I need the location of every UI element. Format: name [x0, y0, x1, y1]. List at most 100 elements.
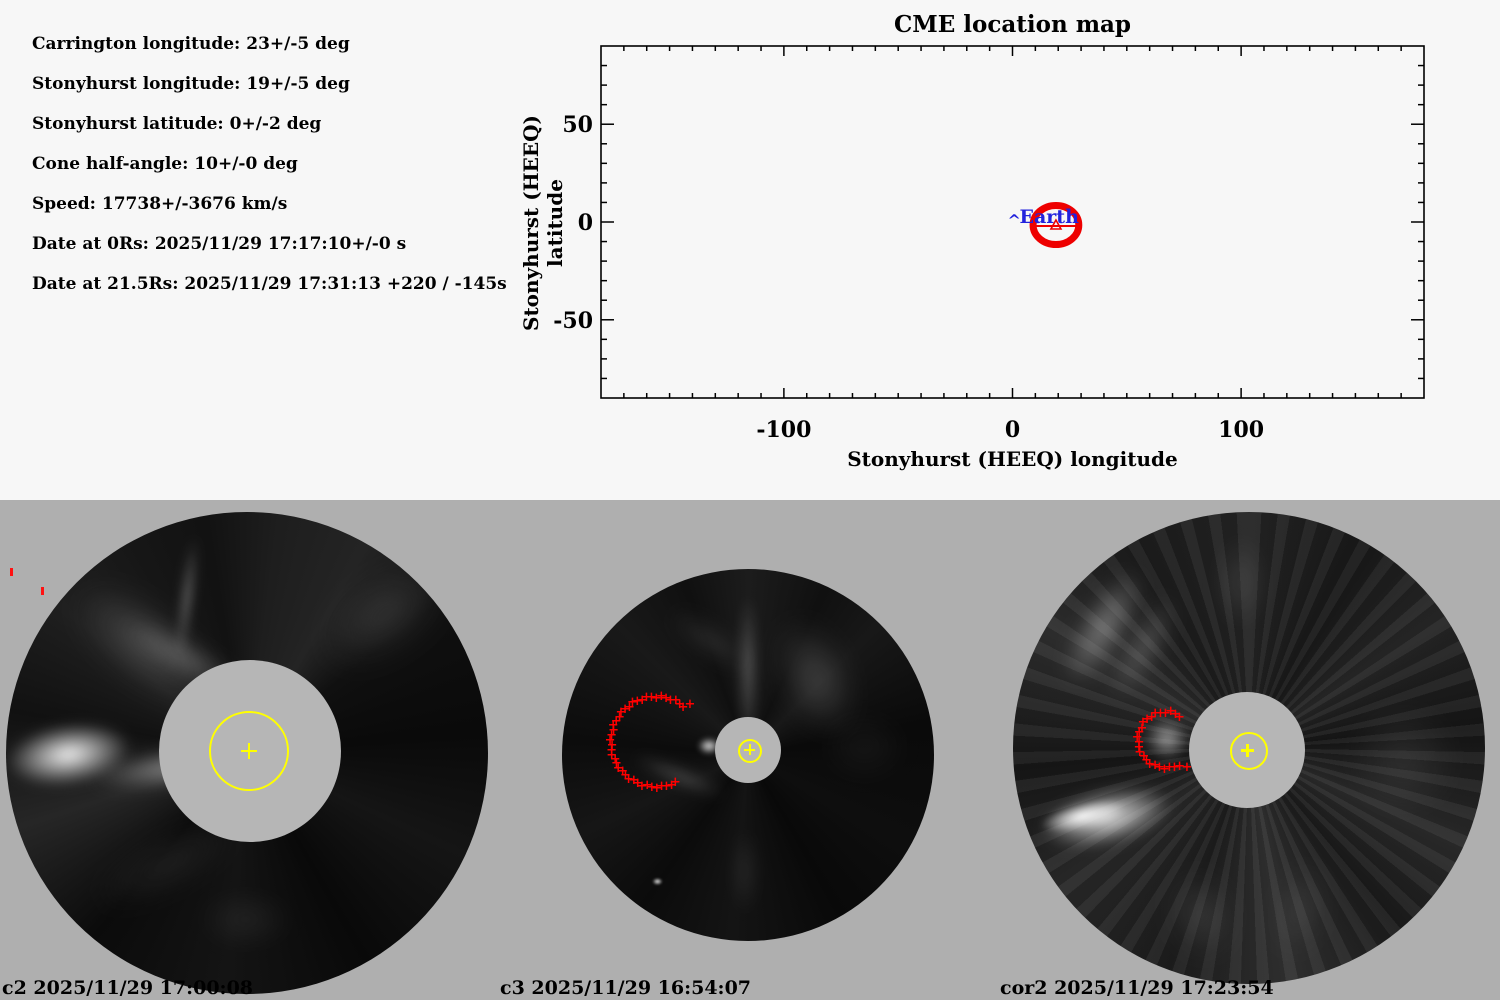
cme-front-arc-mark-c3: + [615, 705, 627, 721]
cme-edge-mark-c3: + [684, 697, 696, 712]
cme-front-arc-mark-cor2: + [1154, 760, 1165, 776]
timestamp-cor2: cor2 2025/11/29 17:23:54 [1000, 977, 1274, 999]
param-stonyhurst-latitude: Stonyhurst latitude: 0+/-2 deg [32, 114, 322, 134]
cme-front-arc-mark-cor2: + [1146, 710, 1158, 726]
cme-front-arc-mark-c3: + [677, 700, 689, 716]
cme-front-arc-mark-cor2: + [1131, 729, 1143, 745]
cme-front-arc-mark-c3: + [655, 689, 667, 705]
cme-map-panel: Carrington longitude: 23+/-5 deg Stonyhu… [32, 11, 1425, 471]
cme-front-arc-mark-c3: + [623, 771, 635, 787]
cme-cone-ellipse [1029, 201, 1083, 249]
cme-front-arc-mark-c3: + [604, 732, 616, 748]
y-tick-label: 50 [562, 112, 593, 138]
cme-front-arc-mark-cor2: + [1174, 709, 1185, 725]
cme-front-arc-mark-cor2: + [1134, 745, 1146, 761]
cme-front-arc-mark-cor2: + [1169, 759, 1180, 775]
x-tick-label: 100 [1218, 417, 1264, 443]
cme-front-arc-mark-c3: + [619, 768, 631, 783]
corona-streak [1208, 520, 1273, 645]
cme-front-arc-mark-c3: + [617, 763, 629, 779]
param-cone-half-angle: Cone half-angle: 10+/-0 deg [32, 154, 298, 174]
corona-streak [1252, 840, 1349, 979]
earth-marker-caret: ^ [1008, 211, 1021, 230]
sun-limb-circle-c3 [738, 739, 762, 763]
cme-front-arc-mark-cor2: + [1169, 706, 1181, 722]
sun-center-cross-c3 [749, 744, 751, 755]
sun-center-cross-cor2 [1246, 744, 1249, 757]
cme-front-arc-mark-c3: + [660, 691, 672, 707]
cme-front-arc-mark-c3: + [624, 699, 635, 715]
cme-front-arc-mark-c3: + [609, 751, 621, 767]
cme-front-arc-mark-c3: + [632, 776, 644, 792]
cme-front-arc-mark-cor2: + [1133, 734, 1145, 750]
corona-streak [280, 521, 488, 708]
corona-streak [181, 887, 311, 952]
cme-front-arc-mark-c3: + [641, 778, 653, 794]
cme-front-arc-mark-c3: + [619, 702, 631, 718]
cme-edge-mark-cor2: + [1181, 760, 1193, 775]
corona-streak [734, 814, 756, 929]
plot-title: CME location map [893, 11, 1132, 38]
cme-front-arc-mark-c3: + [631, 694, 643, 710]
cme-front-arc-mark-c3: + [656, 778, 667, 794]
cme-front-arc-mark-cor2: + [1141, 712, 1153, 728]
cme-front-arc-mark-c3: + [607, 718, 619, 734]
corona-streak [1333, 687, 1473, 832]
cme-parameters-block: Carrington longitude: 23+/-5 deg Stonyhu… [32, 24, 507, 304]
cme-front-arc-mark-cor2: + [1136, 720, 1148, 736]
cme-front-arc-mark-c3: + [661, 778, 672, 794]
corona-streak [807, 704, 922, 789]
cme-front-arc-mark-c3: + [670, 693, 682, 709]
sun-limb-circle-cor2 [1230, 732, 1268, 770]
cme-front-arc-mark-cor2: + [1149, 706, 1161, 722]
cme-front-arc-mark-c3: + [636, 778, 648, 794]
cme-front-arc-mark-cor2: + [1163, 759, 1175, 775]
y-tick-label: -50 [553, 308, 593, 334]
cme-front-arc-mark-c3: + [646, 779, 658, 795]
param-date-0rs: Date at 0Rs: 2025/11/29 17:17:10+/-0 s [32, 234, 407, 254]
sun-center-cross-c2 [248, 743, 250, 759]
param-speed: Speed: 17738+/-3676 km/s [32, 194, 288, 214]
cme-front-arc-mark-cor2: + [1149, 757, 1161, 773]
cme-front-arc-mark-c3: + [606, 742, 618, 758]
cme-front-arc-mark-cor2: + [1144, 757, 1156, 773]
cme-front-arc-mark-cor2: + [1138, 748, 1150, 764]
cme-front-arc-mark-c3: + [666, 778, 677, 794]
timestamp-c3: c3 2025/11/29 16:54:07 [500, 977, 752, 999]
corona-streak [1144, 847, 1257, 982]
cme-front-arc-mark-c3: + [651, 780, 663, 796]
cme-front-arc-mark-c3: + [636, 693, 648, 709]
cme-front-arc-mark-c3: + [665, 693, 676, 709]
cme-front-arc-mark-c3: + [606, 727, 618, 743]
cme-front-arc-mark-cor2: + [1133, 740, 1145, 756]
cme-front-arc-mark-cor2: + [1174, 758, 1186, 774]
cme-front-arc-mark-cor2: + [1159, 761, 1170, 777]
earth-label: Earth [1020, 206, 1080, 228]
x-tick-label: 0 [1005, 417, 1020, 443]
red-overlay-dash-c2 [41, 587, 44, 595]
cme-front-arc-mark-c3: + [640, 690, 652, 705]
cme-front-arc-mark-cor2: + [1155, 705, 1166, 721]
cme-front-arc-mark-cor2: + [1133, 725, 1145, 741]
param-date-21-5rs: Date at 21.5Rs: 2025/11/29 17:31:13 +220… [32, 274, 507, 294]
cme-front-arc-mark-c3: + [606, 737, 618, 753]
cme-location-plot: -100 0 100 -50 0 50 ^Earth [553, 45, 1425, 443]
cme-front-arc-mark-cor2: + [1137, 715, 1149, 731]
y-tick-label: 0 [578, 210, 593, 236]
cme-front-arc-mark-c3: + [628, 772, 640, 788]
cme-front-arc-mark-c3: + [650, 691, 662, 706]
cme-front-arc-mark-c3: + [610, 713, 622, 729]
cme-front-arc-mark-cor2: + [1140, 752, 1152, 768]
coronagraph-panel: c2 2025/11/29 17:00:08 c3 2025/11/29 16:… [0, 500, 1500, 1000]
cme-front-arc-mark-c3: + [606, 747, 618, 763]
corona-streak [738, 574, 758, 759]
cme-front-arc-mark-cor2: + [1160, 706, 1171, 721]
timestamp-c2: c2 2025/11/29 17:00:08 [2, 977, 254, 999]
cme-front-arc-mark-c3: + [669, 774, 681, 790]
cme-front-arc-mark-c3: + [614, 710, 626, 726]
red-overlay-dash-c2 [10, 568, 13, 576]
cme-front-arc-mark-c3: + [612, 761, 624, 777]
cme-front-arc-mark-c3: + [626, 695, 638, 711]
cme-front-arc-mark-cor2: + [1165, 704, 1177, 720]
